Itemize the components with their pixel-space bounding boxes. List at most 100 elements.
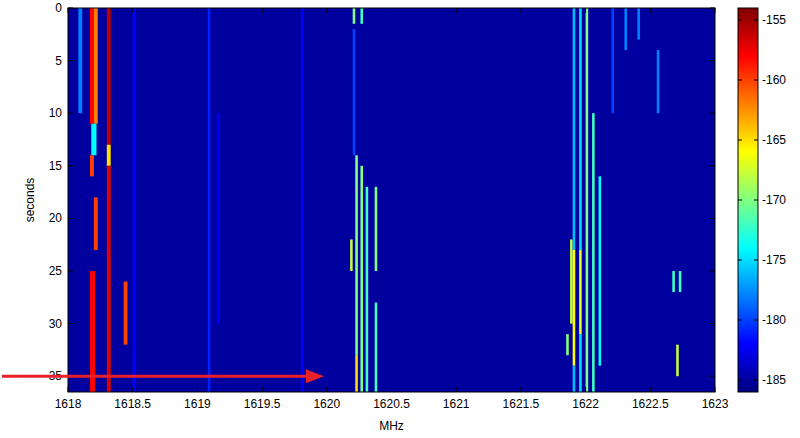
x-tick <box>585 8 586 13</box>
x-tick-label: 1620 <box>313 397 340 411</box>
heatmap-cell <box>107 166 111 392</box>
colorbar-tick-label: -160 <box>762 73 786 87</box>
colorbar-tick <box>754 20 758 21</box>
x-tick <box>715 387 716 392</box>
colorbar-tick-label: -175 <box>762 253 786 267</box>
heatmap-cell <box>360 166 363 392</box>
colorbar-tick <box>738 260 742 261</box>
x-tick-label: 1622 <box>572 397 599 411</box>
x-tick <box>391 387 392 392</box>
heatmap-cell <box>90 155 94 176</box>
colorbar-tick <box>738 20 742 21</box>
y-tick-label: 15 <box>49 159 63 173</box>
heatmap-cell <box>579 8 582 250</box>
heatmap-cell <box>573 366 576 392</box>
x-tick-label: 1623 <box>702 397 729 411</box>
heatmap-cell <box>94 197 98 250</box>
heatmap-cell <box>355 155 358 355</box>
heatmap-cell <box>133 8 136 392</box>
heatmap-cell <box>586 8 589 392</box>
y-tick <box>68 165 73 166</box>
x-tick <box>650 8 651 13</box>
x-tick <box>520 8 521 13</box>
y-tick-label: 20 <box>49 211 63 225</box>
colorbar-tick <box>754 380 758 381</box>
x-tick-label: 1619 <box>184 397 211 411</box>
colorbar-tick <box>738 140 742 141</box>
heatmap-cell <box>107 8 111 145</box>
colorbar-tick <box>754 140 758 141</box>
heatmap-cell <box>676 345 679 377</box>
colorbar-tick <box>754 80 758 81</box>
y-tick <box>710 271 715 272</box>
annotation-arrow <box>2 375 308 378</box>
heatmap-cell <box>217 113 220 323</box>
heatmap-cell <box>208 8 211 392</box>
heatmap-cell <box>573 8 576 250</box>
heatmap-cell <box>566 334 569 355</box>
x-tick-label: 1621.5 <box>503 397 540 411</box>
heatmap-cell <box>375 303 378 392</box>
heatmap-cell <box>94 8 98 124</box>
heatmap-cell <box>301 8 304 392</box>
heatmap-cell <box>350 239 353 271</box>
colorbar-tick <box>738 200 742 201</box>
y-tick <box>710 218 715 219</box>
plot-frame <box>68 8 715 392</box>
heatmap-cell <box>90 8 94 124</box>
heatmap-cell <box>124 282 128 345</box>
heatmap-cell <box>579 250 582 334</box>
x-tick <box>262 387 263 392</box>
x-tick-label: 1622.5 <box>632 397 669 411</box>
y-tick <box>68 113 73 114</box>
x-tick-label: 1618 <box>55 397 82 411</box>
y-tick-label: 5 <box>55 54 62 68</box>
y-tick <box>710 165 715 166</box>
heatmap-cell <box>353 29 356 155</box>
heatmap-cell <box>611 8 614 113</box>
heatmap-cell <box>573 250 576 366</box>
y-tick <box>710 376 715 377</box>
heatmap-cell <box>679 271 682 292</box>
y-tick <box>68 8 73 9</box>
x-tick <box>262 8 263 13</box>
x-tick <box>197 8 198 13</box>
annotation-arrowhead <box>306 369 324 383</box>
x-axis-label: MHz <box>379 419 404 433</box>
heatmap-background <box>68 8 715 392</box>
colorbar-tick <box>738 380 742 381</box>
y-tick-label: 30 <box>49 317 63 331</box>
y-tick <box>68 60 73 61</box>
y-tick <box>710 60 715 61</box>
heatmap-cell <box>657 50 660 113</box>
heatmap-cell <box>570 239 573 323</box>
chart: 16181618.516191619.516201620.516211621.5… <box>0 0 800 438</box>
y-axis-label: seconds <box>23 178 37 223</box>
colorbar <box>738 8 758 392</box>
x-tick-label: 1619.5 <box>244 397 281 411</box>
y-tick <box>68 218 73 219</box>
x-tick <box>68 387 69 392</box>
heatmap-cell <box>592 113 595 392</box>
y-tick <box>710 113 715 114</box>
x-tick <box>326 8 327 13</box>
x-tick-label: 1620.5 <box>373 397 410 411</box>
x-tick <box>391 8 392 13</box>
x-tick <box>68 8 69 13</box>
heatmap-cell <box>78 8 82 113</box>
heatmap-cell <box>579 334 582 392</box>
colorbar-tick-label: -185 <box>762 373 786 387</box>
x-tick-label: 1618.5 <box>114 397 151 411</box>
x-tick <box>650 387 651 392</box>
x-tick <box>520 387 521 392</box>
x-tick <box>132 8 133 13</box>
y-tick <box>710 323 715 324</box>
x-tick <box>456 387 457 392</box>
x-tick <box>197 387 198 392</box>
heatmap-cell <box>90 271 95 392</box>
heatmap-cell <box>360 8 363 24</box>
x-tick <box>585 387 586 392</box>
colorbar-tick <box>754 260 758 261</box>
y-tick-label: 10 <box>49 106 63 120</box>
x-tick <box>132 387 133 392</box>
